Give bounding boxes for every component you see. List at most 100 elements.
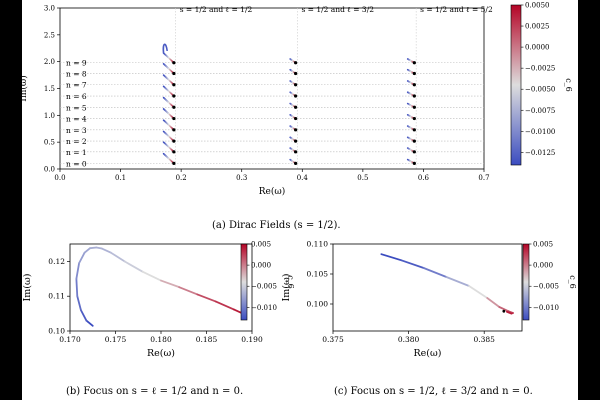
qnm-point-1-9 [294, 61, 298, 65]
colorbar-c: 0.005 0.000 −0.005 −0.010 c_6 [522, 241, 577, 321]
y-tick-label-a-6: 3.0 [44, 5, 55, 13]
qnm-point-0-2 [172, 139, 176, 143]
y-axis-label-c: Im(ω) [281, 274, 292, 302]
colorbar-tick-label-c-1: 0.000 [533, 262, 553, 270]
colorbar-tick-label-a-6: −0.0100 [525, 128, 555, 136]
series-segment-c-1 [400, 259, 425, 269]
qnm-point-1-6 [294, 94, 298, 98]
qnm-point-0-3 [172, 128, 176, 132]
colorbar-tick-label-a-1: 0.0025 [525, 23, 550, 31]
x-tick-label-b-2: 0.180 [150, 335, 172, 344]
series-segment-b-11 [123, 260, 144, 273]
x-tick-label-a-7: 0.7 [478, 174, 489, 182]
colorbar-tick-label-a-2: 0.0000 [525, 44, 550, 52]
x-tick-label-c-0: 0.375 [322, 335, 344, 344]
x-tick-label-c-2: 0.385 [473, 335, 495, 344]
series-segment-b-10 [110, 251, 126, 263]
right-margin-band [578, 0, 600, 400]
series-segment-b-8 [95, 246, 103, 250]
overtone-label-1: n = 1 [66, 148, 87, 157]
colorbar-tick-label-a-4: −0.0050 [525, 86, 555, 94]
colorbar-tick-label-c-2: −0.005 [533, 283, 559, 291]
qnm-point-2-9 [412, 61, 416, 65]
qnm-point-1-7 [294, 83, 298, 87]
colorbar-a: 0.0050 0.0025 0.0000 −0.0025 −0.0050 −0.0075 −… [510, 2, 573, 166]
series-segment-b-4 [75, 262, 80, 280]
y-tick-label-c-2: 0.110 [307, 240, 329, 249]
series-segment-b-9 [100, 247, 112, 254]
colorbar-tick-label-b-2: −0.005 [251, 283, 277, 291]
y-tick-label-b-2: 0.12 [48, 257, 65, 266]
colorbar-tick-label-a-5: −0.0075 [525, 107, 555, 115]
qnm-point-2-8 [412, 71, 416, 76]
y-axis-label-a: Im(ω) [18, 75, 29, 101]
x-tick-label-b-1: 0.175 [105, 335, 127, 344]
series-segment-c-2 [422, 267, 448, 278]
colorbar-b: 0.005 0.000 −0.005 −0.010 c_6 [240, 241, 295, 321]
qnm-point-0-8 [172, 71, 176, 76]
y-tick-label-c-0: 0.100 [307, 300, 329, 309]
series-segment-b-2 [76, 295, 82, 312]
qnm-point-0-0 [172, 161, 176, 165]
qnm-point-0-6 [172, 94, 176, 98]
x-tick-label-a-5: 0.5 [357, 174, 368, 182]
series-segment-c-3 [445, 276, 470, 287]
y-tick-label-a-1: 0.5 [44, 139, 55, 147]
colorbar-bar-a [510, 4, 522, 166]
group-label-0: s = 1/2 and ℓ = 1/2 [180, 5, 253, 14]
colorbar-tick-label-a-3: −0.0025 [525, 65, 555, 73]
overtone-label-6: n = 6 [66, 92, 87, 101]
colorbar-bar-b [240, 243, 248, 321]
series-segment-b-16 [214, 300, 235, 311]
series-segment-c-0 [380, 253, 402, 262]
series-segment-b-7 [89, 246, 98, 250]
x-tick-label-b-3: 0.185 [196, 335, 218, 344]
colorbar-label-a: c_6 [564, 78, 573, 92]
x-tick-label-b-4: 0.190 [241, 335, 263, 344]
series-segment-b-1 [80, 309, 88, 322]
qnm-point-2-2 [412, 139, 416, 143]
x-tick-label-a-3: 0.3 [236, 174, 247, 182]
series-segment-b-0 [85, 319, 94, 327]
qnm-point-0-5 [172, 105, 176, 109]
colorbar-bar-c [522, 243, 530, 321]
plot-frame-a [59, 7, 485, 170]
series-segment-c-9 [505, 310, 513, 315]
plot-a: 0.0 0.1 0.2 0.3 0.4 0.5 0.6 0.7 0.0 0.5 1.0 1.5 2.0 2… [18, 5, 493, 198]
x-axis-label-a: Re(ω) [259, 186, 285, 197]
plot-b: 0.170 0.175 0.180 0.185 0.190 0.10 0.11 0.12 Re(… [22, 243, 263, 359]
colorbar-tick-label-b-1: 0.000 [251, 262, 271, 270]
colorbar-tick-label-a-0: 0.0050 [525, 2, 550, 10]
y-tick-label-a-5: 2.5 [44, 31, 55, 39]
qnm-point-2-7 [412, 83, 416, 87]
qnm-point-1-8 [294, 71, 298, 76]
plot-c: 0.375 0.380 0.385 0.100 0.105 0.110 Re(ω) Im(ω) [281, 240, 523, 359]
plot-frame-c [332, 243, 523, 332]
left-margin-band [0, 0, 22, 400]
overtone-label-2: n = 2 [66, 137, 87, 146]
series-segment-b-14 [178, 286, 199, 296]
overtone-label-8: n = 8 [66, 69, 87, 78]
colorbar-tick-label-b-0: 0.005 [251, 241, 271, 249]
overtone-label-7: n = 7 [66, 81, 87, 90]
qnm-point-1-1 [294, 150, 298, 154]
x-tick-label-c-1: 0.380 [398, 335, 420, 344]
colorbar-label-c: c_6 [568, 275, 577, 289]
x-tick-label-a-1: 0.1 [115, 174, 126, 182]
series-segment-b-12 [141, 270, 162, 282]
x-axis-label-c: Re(ω) [414, 348, 442, 359]
y-tick-label-b-0: 0.10 [48, 327, 65, 336]
series-segment-b-6 [83, 247, 91, 254]
qnm-point-1-5 [294, 105, 298, 109]
colorbar-label-b: c_6 [286, 275, 295, 289]
caption-b: (b) Focus on s = ℓ = 1/2 and n = 0. [66, 386, 244, 397]
y-tick-label-a-2: 1.0 [44, 112, 55, 120]
overtone-label-3: n = 3 [66, 126, 87, 135]
qnm-point-0-4 [172, 116, 176, 121]
x-tick-label-b-0: 0.170 [59, 335, 81, 344]
qnm-point-2-1 [412, 150, 416, 154]
qnm-point-0-1 [172, 150, 176, 154]
series-segment-c-6 [498, 306, 510, 313]
x-tick-label-a-4: 0.4 [297, 174, 309, 182]
